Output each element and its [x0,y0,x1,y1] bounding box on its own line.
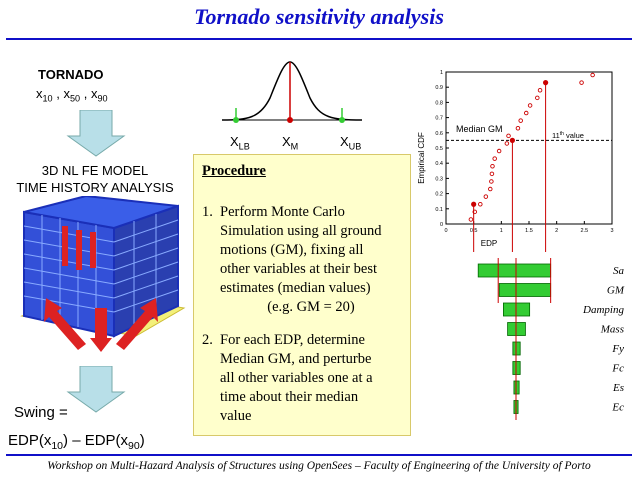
tornado-category-label: Fc [611,363,624,375]
tornado-category-label: GM [607,285,625,297]
cdf-ytick-label: 0.1 [435,207,443,213]
ground-motion-arrows [44,298,158,352]
cdf-data-point [590,72,595,78]
procedure-heading: Procedure [202,163,266,179]
cdf-ytick-label: 0.3 [435,176,443,182]
cdf-highlight-point [543,80,549,86]
slide-footer: Workshop on Multi-Hazard Analysis of Str… [47,460,591,472]
tornado-variables: x10 , x50 , x90 [36,86,108,104]
tornado-bar [513,380,520,395]
tornado-category-label: Sa [613,265,625,277]
cdf-data-point [492,156,497,161]
cdf-plot-frame [445,71,613,225]
tornado-category-label: Mass [600,324,624,336]
cdf-ytick-label: 0.6 [435,131,443,137]
cdf-xtick-label: 3 [610,228,613,234]
cdf-data-point [504,141,510,146]
cdf-ytick-label: 0.5 [435,146,443,152]
slide-title: Tornado sensitivity analysis [194,4,444,29]
cdf-median-label: Median GM [456,124,503,134]
cdf-data-point [537,87,543,93]
tornado-bar [512,361,521,375]
tornado-category-label: Es [612,382,624,394]
tornado-heading: TORNADO [38,67,104,82]
cdf-data-point [489,171,495,177]
cdf-data-point [527,103,533,108]
cdf-data-point [488,186,493,192]
cdf-highlight-point [471,201,477,207]
cdf-highlight-point [509,137,515,143]
cdf-data-point [478,201,483,207]
tornado-bar [498,283,552,297]
cdf-data-point [523,110,529,116]
cdf-xtick-label: 2.5 [581,228,589,234]
cdf-data-point [579,80,584,85]
tornado-diagram: Sa GM Damping Mass Fy Fc Es Ec [477,258,625,420]
cdf-ytick-label: 0.7 [435,116,443,122]
procedure-item-1: 1. Perform Monte Carlo Simulation using … [202,204,382,315]
cdf-ytick-label: 0.4 [435,161,443,167]
down-arrow-icon [66,110,126,157]
cdf-xtick-label: 2 [555,228,558,234]
bell-label-m: XM [282,134,299,152]
cdf-data-point [496,148,502,154]
tornado-category-label: Fy [611,343,624,355]
down-arrow-icon [66,366,126,413]
cdf-data-point [518,118,523,123]
cdf-data-point [468,217,474,222]
footer-rule [6,454,632,456]
cdf-xtick-label: 1 [500,228,503,234]
cdf-data-point [483,194,489,199]
bell-label-ub: XUB [340,134,362,152]
tornado-category-label: Damping [582,304,624,316]
cdf-ylabel: Empirical CDF [417,132,426,184]
cdf-xlabel: EDP [481,239,497,248]
procedure-item-2: 2. For each EDP, determine Median GM, an… [202,332,373,424]
cdf-data-point [489,179,494,184]
swing-formula: EDP(x10) – EDP(x90) [8,432,145,452]
cdf-eleventh-label: 11th value [552,131,584,140]
cdf-ytick-label: 0.9 [435,85,443,91]
cdf-data-point [472,209,478,215]
tornado-bar [507,322,526,336]
cdf-data-point [490,163,495,169]
cdf-ytick-label: 1 [440,70,443,76]
tornado-bar [512,341,521,356]
tornado-bar [503,302,531,317]
tornado-bar [477,263,552,278]
cdf-xtick-label: 0 [444,228,447,234]
procedure-box: Procedure 1. Perform Monte Carlo Simulat… [193,154,411,436]
swing-label: Swing = [14,404,68,421]
bell-curve [222,61,363,123]
bell-label-lb: XLB [230,134,250,152]
cdf-ytick-label: 0 [440,222,443,228]
tornado-category-label: Ec [611,402,624,414]
cdf-xtick-label: 1.5 [525,228,533,234]
model-label: 3D NL FE MODEL TIME HISTORY ANALYSIS [16,163,174,195]
cdf-chart: Empirical CDF EDP Median GM 11th value 0… [417,70,614,252]
cdf-ytick-label: 0.2 [435,192,443,198]
cdf-data-point [515,125,521,131]
title-rule [6,38,632,40]
cdf-data-point [535,95,540,101]
cdf-ytick-label: 0.8 [435,100,443,106]
cdf-data-point [506,133,511,139]
